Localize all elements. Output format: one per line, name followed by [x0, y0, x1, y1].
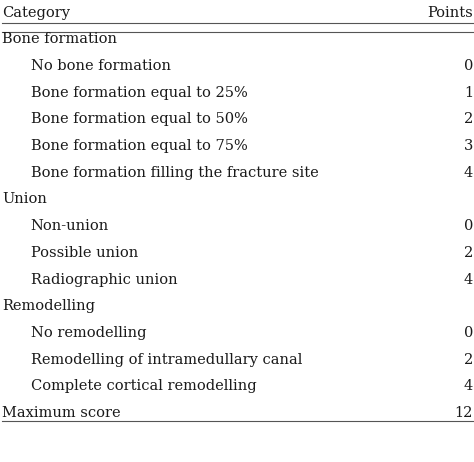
Text: Bone formation equal to 50%: Bone formation equal to 50%	[31, 112, 248, 127]
Text: Bone formation equal to 25%: Bone formation equal to 25%	[31, 85, 247, 100]
Text: Remodelling of intramedullary canal: Remodelling of intramedullary canal	[31, 353, 302, 367]
Text: Union: Union	[2, 193, 47, 207]
Text: 0: 0	[464, 219, 473, 233]
Text: 2: 2	[464, 112, 473, 127]
Text: Radiographic union: Radiographic union	[31, 273, 177, 286]
Text: Category: Category	[2, 6, 70, 20]
Text: 4: 4	[464, 379, 473, 394]
Text: Possible union: Possible union	[31, 246, 138, 260]
Text: Complete cortical remodelling: Complete cortical remodelling	[31, 379, 256, 394]
Text: Bone formation: Bone formation	[2, 32, 118, 46]
Text: Points: Points	[427, 6, 473, 20]
Text: No remodelling: No remodelling	[31, 326, 146, 340]
Text: 2: 2	[464, 353, 473, 367]
Text: No bone formation: No bone formation	[31, 59, 171, 73]
Text: Remodelling: Remodelling	[2, 299, 95, 313]
Text: 4: 4	[464, 166, 473, 180]
Text: 3: 3	[464, 139, 473, 153]
Text: Bone formation filling the fracture site: Bone formation filling the fracture site	[31, 166, 319, 180]
Text: 2: 2	[464, 246, 473, 260]
Text: 4: 4	[464, 273, 473, 286]
Text: Maximum score: Maximum score	[2, 406, 121, 420]
Text: 1: 1	[464, 85, 473, 100]
Text: Bone formation equal to 75%: Bone formation equal to 75%	[31, 139, 247, 153]
Text: Non-union: Non-union	[31, 219, 109, 233]
Text: 0: 0	[464, 326, 473, 340]
Text: 12: 12	[455, 406, 473, 420]
Text: 0: 0	[464, 59, 473, 73]
